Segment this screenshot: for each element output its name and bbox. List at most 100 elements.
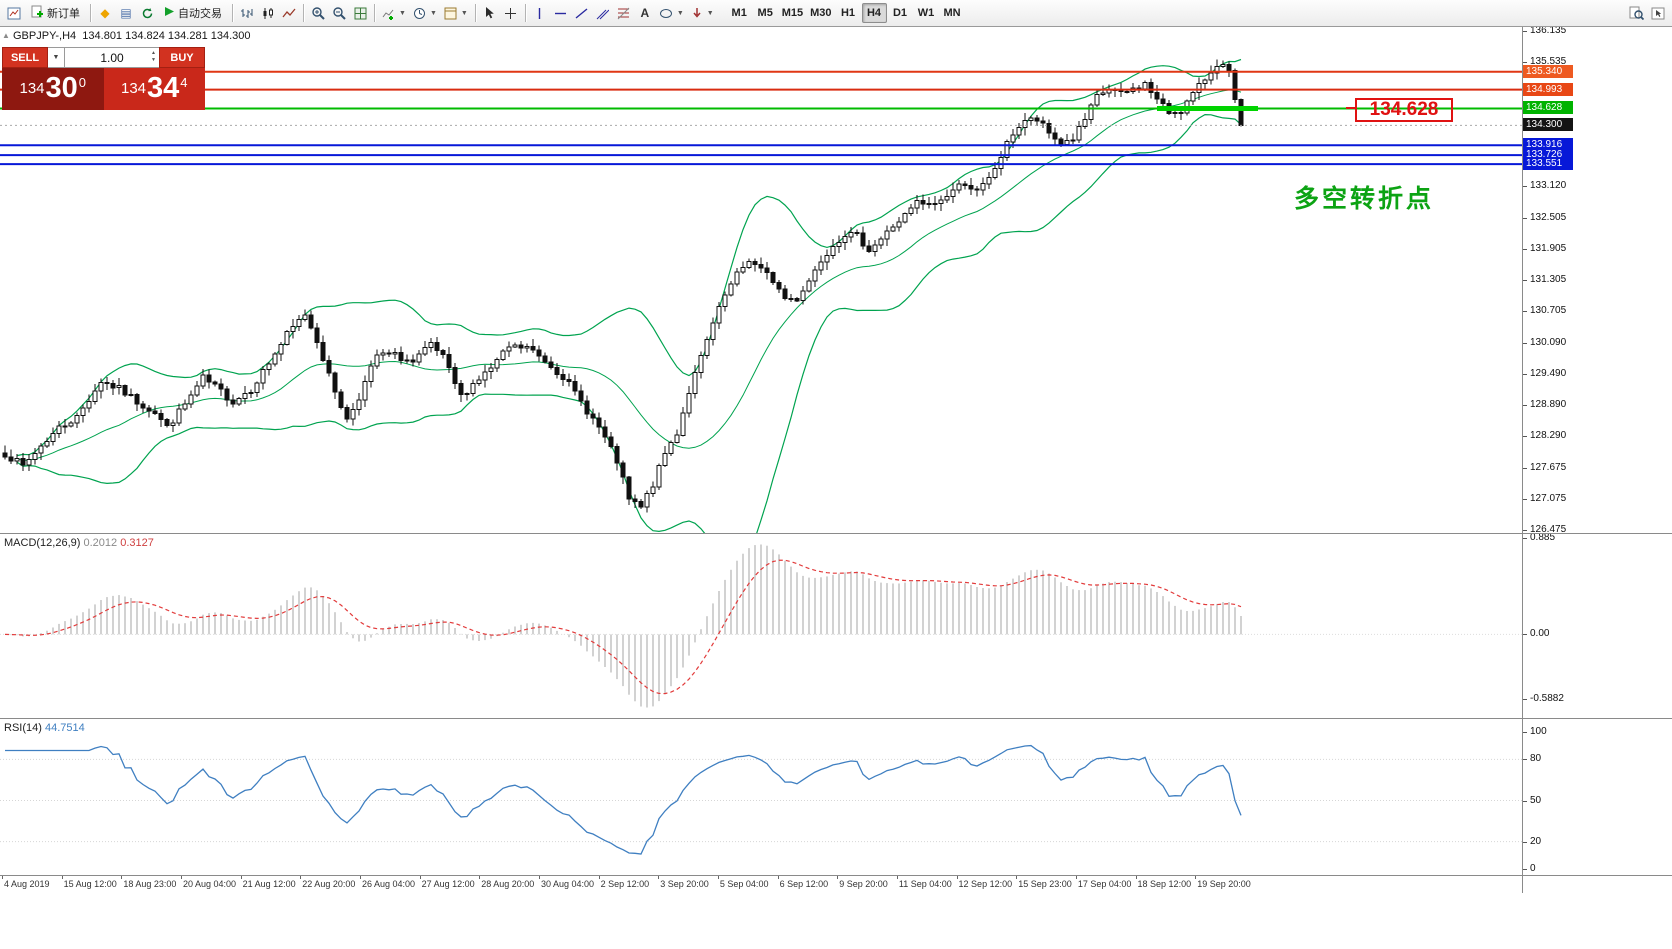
profiles-icon[interactable]: ▤ [120,6,132,20]
rsi-panel[interactable]: RSI(14) 44.7514 [0,719,1522,875]
time-axis-label: 18 Sep 12:00 [1137,879,1192,889]
buy-price-box[interactable]: 134 34 4 [103,68,205,110]
rsi-value: 44.7514 [44,722,85,734]
time-tick [240,876,242,879]
wizard-icon[interactable]: ◆ [100,6,110,20]
new-order-button[interactable]: 新订单 [25,3,86,23]
price-scale-label: 131.305 [1523,274,1566,286]
time-axis-corner [1522,876,1672,893]
buy-button[interactable]: BUY [159,47,205,68]
timeframe-m15-button[interactable]: M15 [781,7,804,19]
channel-tool[interactable] [593,3,613,23]
rsi-scale-label: 50 [1523,795,1541,807]
timeframe-m30-button[interactable]: M30 [810,7,832,19]
crosshair-button[interactable] [501,3,521,23]
tile-windows-icon[interactable] [350,3,370,23]
timeframe-m5-button[interactable]: M5 [757,7,773,19]
separator [524,4,526,22]
time-tick [598,876,600,879]
new-order-label: 新订单 [47,8,80,20]
time-axis-label: 17 Sep 04:00 [1077,879,1132,889]
text-tool[interactable]: A [640,6,650,20]
autotrading-button[interactable]: 自动交易 [158,3,228,23]
indicators-button[interactable]: ▼ [379,3,409,23]
fibonacci-tool[interactable] [614,3,634,23]
periods-button[interactable]: ▼ [410,3,440,23]
autotrading-label: 自动交易 [178,8,222,20]
vertical-line-tool[interactable] [530,3,550,23]
time-axis-label: 6 Sep 12:00 [779,879,829,889]
main-chart-row: ▲ GBPJPY-,H4 134.801 134.824 134.281 134… [0,27,1672,533]
price-annotation-box[interactable]: 134.628 [1355,98,1453,122]
sell-price-prefix: 134 [19,80,45,97]
time-axis-label: 26 Aug 04:00 [361,879,416,889]
timeframe-mn-button[interactable]: MN [943,7,961,19]
macd-value: 0.2012 [83,537,118,549]
rsi-name: RSI(14) [4,722,42,734]
zoom-out-button[interactable] [329,3,349,23]
price-tag: 134.993 [1523,82,1573,96]
price-scale-label: 128.290 [1523,430,1566,442]
refresh-icon[interactable] [137,3,157,23]
timeframe-h4-button[interactable]: H4 [861,3,887,23]
order-type-dropdown[interactable]: ▼ [48,47,65,68]
trendline-tool[interactable] [572,3,592,23]
candle-chart-type-button[interactable] [258,3,278,23]
time-tick [1016,876,1018,879]
bar-chart-type-button[interactable] [237,3,257,23]
rsi-label: RSI(14) 44.7514 [4,722,85,734]
macd-scale[interactable]: 0.885 0.00 -0.5882 [1522,534,1672,718]
price-scale[interactable]: 136.135 135.535 133.120 132.505 131.905 131.3… [1522,27,1672,533]
rsi-scale-label: 20 [1523,836,1541,848]
data-window-icon[interactable] [1648,3,1668,23]
time-tick [717,876,719,879]
time-tick [1135,876,1137,879]
price-scale-label: 128.890 [1523,399,1566,411]
chart-window-icon[interactable] [4,3,24,23]
time-tick [300,876,302,879]
timeframe-d1-button[interactable]: D1 [892,7,908,19]
time-axis-label: 28 Aug 20:00 [481,879,535,889]
price-scale-label: 136.135 [1523,27,1566,37]
timeframe-m1-button[interactable]: M1 [731,7,747,19]
time-axis-label: 30 Aug 04:00 [540,879,594,889]
cursor-button[interactable] [480,3,500,23]
macd-name: MACD(12,26,9) [4,537,81,549]
price-scale-label: 133.120 [1523,180,1566,192]
price-box-leader-line [1346,107,1355,109]
horizontal-line-tool[interactable] [551,3,571,23]
time-tick [479,876,481,879]
timeframe-group: M1 M5 M15 M30 H1 H4 D1 W1 MN [727,3,965,23]
line-chart-type-button[interactable] [279,3,299,23]
timeframe-h1-button[interactable]: H1 [840,7,856,19]
zoom-in-button[interactable] [308,3,328,23]
price-scale-label: 131.905 [1523,243,1566,255]
time-axis-label: 18 Aug 23:00 [123,879,177,889]
macd-panel[interactable]: MACD(12,26,9) 0.2012 0.3127 [0,534,1522,718]
rsi-scale[interactable]: 100 80 50 20 0 [1522,719,1672,875]
separator [232,4,233,22]
volume-input[interactable]: 1.00 ▲ ▼ [65,47,159,68]
sell-button[interactable]: SELL [2,47,48,68]
time-tick [956,876,958,879]
time-axis-label: 4 Aug 2019 [4,879,50,889]
time-axis-label: 19 Sep 20:00 [1197,879,1251,889]
note-annotation[interactable]: 多空转折点 [1294,185,1435,213]
time-tick [1075,876,1077,879]
macd-label: MACD(12,26,9) 0.2012 0.3127 [4,537,154,549]
shapes-tool[interactable]: ▼ [656,3,687,23]
volume-spinner[interactable]: ▲ ▼ [151,50,156,63]
symbol-search-icon[interactable] [1626,3,1647,23]
time-tick [837,876,839,879]
arrows-tool[interactable]: ▼ [688,3,717,23]
macd-signal-value: 0.3127 [120,537,154,549]
buy-price-prefix: 134 [120,80,147,97]
time-axis[interactable]: 4 Aug 2019 15 Aug 12:00 18 Aug 23:00 20 Aug… [0,876,1522,893]
ohlc-collapse-icon[interactable]: ▲ [2,31,10,40]
main-chart[interactable]: ▲ GBPJPY-,H4 134.801 134.824 134.281 134… [0,27,1522,533]
sell-price-box[interactable]: 134 30 0 [2,68,104,110]
time-axis-label: 15 Sep 23:00 [1018,879,1072,889]
sell-price-main: 30 [45,72,78,104]
templates-button[interactable]: ▼ [441,3,471,23]
timeframe-w1-button[interactable]: W1 [917,7,935,19]
